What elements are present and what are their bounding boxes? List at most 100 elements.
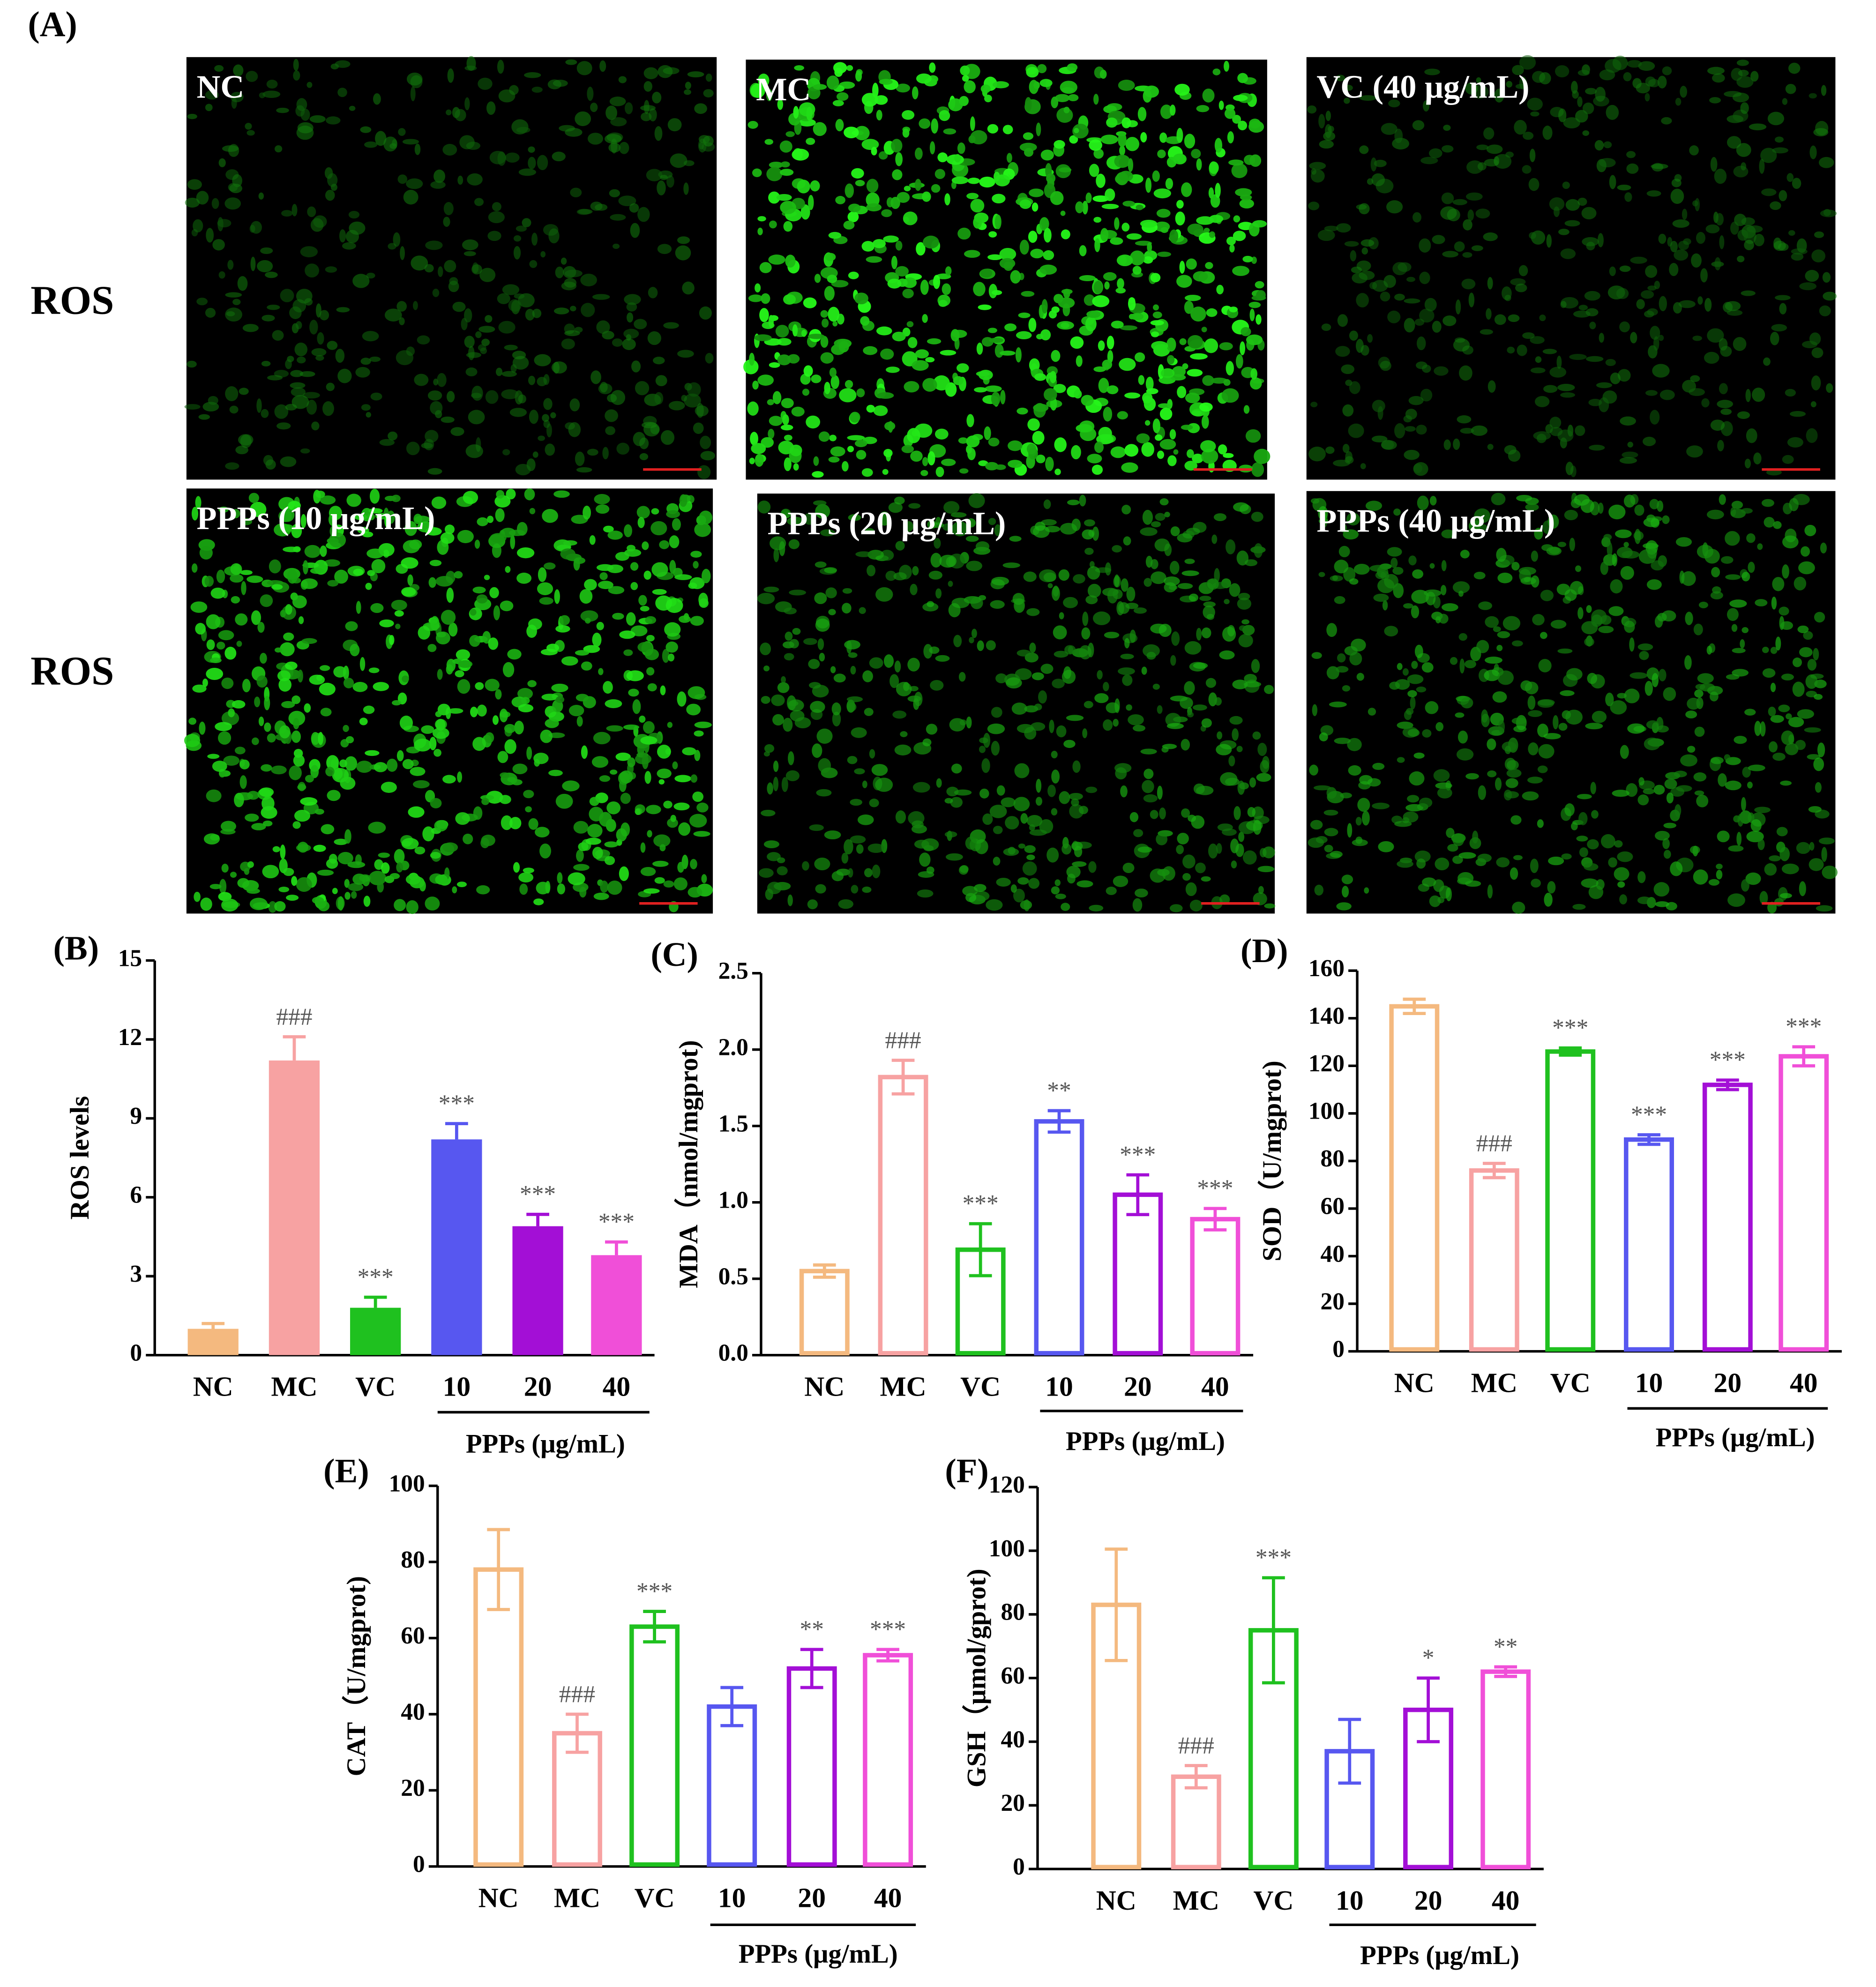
cell bbox=[1804, 727, 1821, 733]
cell bbox=[1645, 265, 1658, 278]
cell bbox=[1112, 545, 1122, 553]
y-tick-label: 100 bbox=[989, 1535, 1025, 1562]
cell bbox=[1646, 579, 1662, 590]
cell bbox=[1015, 668, 1032, 680]
cell bbox=[1782, 98, 1788, 105]
cell bbox=[653, 834, 671, 847]
cell bbox=[750, 83, 765, 98]
cell bbox=[353, 568, 364, 576]
cell bbox=[810, 701, 825, 713]
cell bbox=[1150, 273, 1161, 283]
cell bbox=[964, 80, 976, 94]
cell bbox=[1575, 565, 1581, 572]
cell bbox=[212, 239, 225, 251]
cell bbox=[1525, 681, 1539, 695]
cell bbox=[228, 708, 235, 717]
cell bbox=[957, 227, 971, 240]
cell bbox=[1636, 82, 1650, 94]
cell bbox=[1132, 266, 1142, 275]
cell bbox=[1814, 694, 1823, 700]
cell bbox=[768, 428, 775, 439]
cell bbox=[1718, 773, 1727, 787]
cell bbox=[1162, 866, 1175, 881]
cell bbox=[1484, 158, 1499, 167]
cell bbox=[1811, 249, 1826, 262]
cell bbox=[1122, 674, 1133, 686]
error-bar bbox=[526, 1212, 549, 1226]
cell bbox=[637, 207, 650, 222]
cell bbox=[1465, 773, 1479, 780]
cell bbox=[763, 840, 779, 848]
cell bbox=[589, 535, 596, 545]
cell bbox=[844, 839, 853, 855]
error-bar bbox=[643, 1610, 666, 1643]
cell bbox=[755, 283, 761, 293]
y-tick-label: 60 bbox=[1321, 1193, 1345, 1220]
cell bbox=[1750, 71, 1759, 82]
cell bbox=[900, 731, 908, 738]
cell bbox=[767, 782, 773, 795]
cell bbox=[1121, 578, 1129, 592]
cell bbox=[313, 844, 326, 852]
cell bbox=[406, 441, 420, 456]
cell bbox=[595, 504, 610, 514]
cell bbox=[320, 495, 336, 505]
cell bbox=[1054, 468, 1061, 475]
cell bbox=[1569, 538, 1576, 552]
cell bbox=[616, 442, 629, 455]
cell bbox=[205, 90, 219, 100]
cell bbox=[301, 638, 317, 644]
cell bbox=[1064, 645, 1076, 655]
cell bbox=[1605, 59, 1622, 73]
cell bbox=[224, 197, 241, 210]
cell bbox=[966, 716, 972, 729]
cell bbox=[815, 618, 830, 632]
error-bar bbox=[1716, 1078, 1739, 1091]
cell bbox=[1719, 494, 1726, 505]
cell bbox=[976, 343, 983, 355]
cell bbox=[1477, 853, 1492, 863]
cell bbox=[1319, 140, 1334, 149]
cell bbox=[1646, 190, 1661, 197]
cell bbox=[1173, 449, 1179, 455]
cell bbox=[891, 139, 903, 153]
cell bbox=[1720, 408, 1732, 415]
cell bbox=[391, 494, 401, 502]
cell bbox=[280, 289, 294, 302]
cell bbox=[1319, 732, 1328, 742]
cell bbox=[435, 711, 442, 717]
cell bbox=[988, 518, 996, 525]
cell bbox=[1553, 206, 1560, 217]
cell bbox=[1745, 872, 1761, 885]
cell bbox=[1813, 128, 1829, 137]
cell bbox=[1084, 547, 1094, 555]
cell bbox=[1117, 278, 1124, 289]
cell bbox=[1796, 842, 1811, 854]
cell bbox=[258, 192, 264, 200]
cell bbox=[1359, 775, 1373, 785]
cell bbox=[471, 264, 482, 275]
cell bbox=[1492, 691, 1507, 703]
cell bbox=[908, 503, 921, 509]
cell bbox=[1547, 514, 1559, 529]
cell bbox=[1158, 624, 1172, 637]
cell bbox=[1644, 737, 1660, 750]
cell bbox=[433, 169, 446, 183]
cell bbox=[951, 521, 969, 537]
cell bbox=[187, 360, 197, 368]
cell bbox=[195, 496, 202, 509]
cell bbox=[278, 887, 290, 892]
cell bbox=[430, 616, 440, 631]
cell bbox=[658, 65, 673, 78]
cell bbox=[1063, 666, 1071, 679]
cell bbox=[1256, 773, 1271, 782]
cell bbox=[366, 412, 371, 418]
cell bbox=[260, 594, 273, 607]
cell bbox=[895, 810, 906, 824]
cell bbox=[1231, 163, 1248, 179]
cell bbox=[1549, 366, 1567, 378]
cell bbox=[1701, 398, 1710, 408]
cell bbox=[767, 399, 774, 405]
cell bbox=[1640, 290, 1654, 299]
cell bbox=[209, 657, 222, 663]
